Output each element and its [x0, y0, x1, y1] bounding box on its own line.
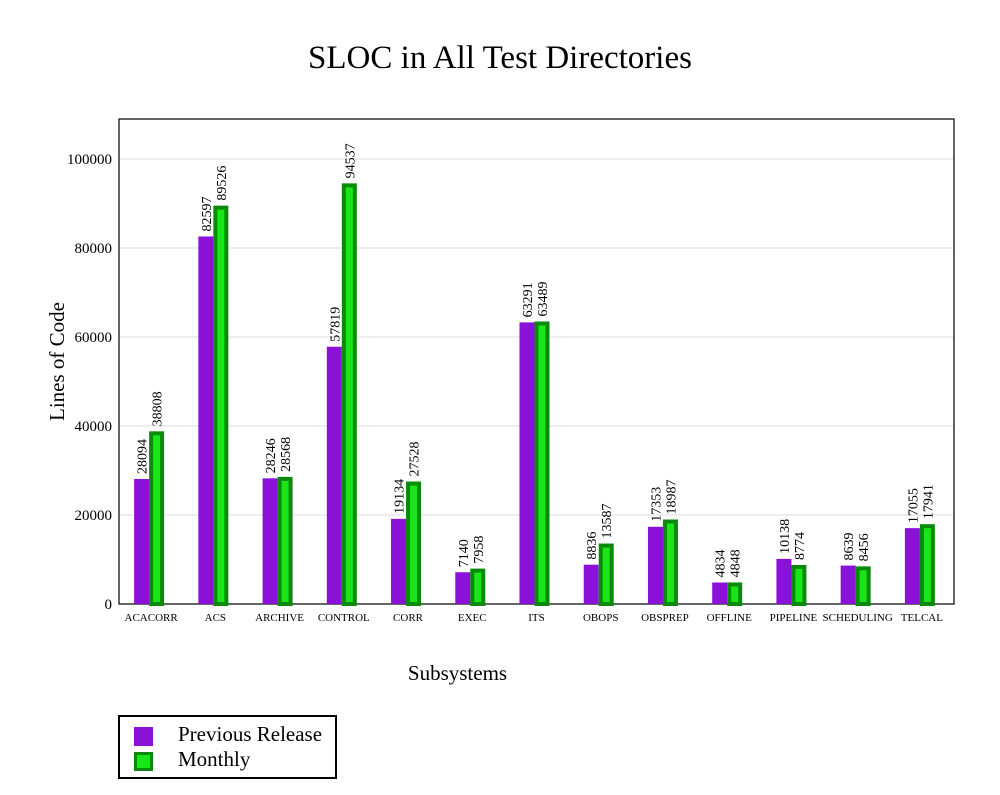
- data-label-monthly-pipeline: 8774: [793, 532, 808, 560]
- x-tick-label-its: ITS: [528, 612, 545, 624]
- y-tick-label-60000: 60000: [75, 330, 113, 346]
- x-tick-label-scheduling: SCHEDULING: [823, 612, 893, 624]
- data-label-monthly-acacorr: 38808: [151, 391, 166, 426]
- data-label-monthly-acs: 89526: [215, 166, 230, 201]
- x-tick-label-archive: ARCHIVE: [255, 612, 304, 624]
- x-tick-label-obops: OBOPS: [583, 612, 618, 624]
- data-label-previous-release-obsprep: 17353: [649, 487, 664, 522]
- y-tick-label-100000: 100000: [67, 152, 112, 168]
- data-label-previous-release-archive: 28246: [264, 438, 279, 473]
- bar-previous-release-pipeline: [776, 558, 792, 604]
- x-tick-label-telcal: TELCAL: [901, 612, 943, 624]
- data-label-monthly-scheduling: 8456: [857, 533, 872, 561]
- bar-previous-release-exec: [455, 572, 471, 604]
- bar-previous-release-obsprep: [647, 526, 663, 604]
- data-label-previous-release-its: 63291: [521, 282, 536, 317]
- bar-previous-release-its: [519, 322, 535, 604]
- chart-title: SLOC in All Test Directories: [308, 40, 692, 76]
- legend-swatch-previous-release: [134, 727, 153, 746]
- x-tick-label-pipeline: PIPELINE: [770, 612, 818, 624]
- legend: Previous Release Monthly: [118, 715, 337, 779]
- bar-previous-release-control: [326, 346, 342, 604]
- x-tick-label-acacorr: ACACORR: [125, 612, 179, 624]
- x-tick-label-exec: EXEC: [458, 612, 487, 624]
- bar-monthly-telcal: [919, 524, 935, 606]
- x-tick-label-acs: ACS: [205, 612, 226, 624]
- legend-label-monthly: Monthly: [178, 747, 251, 771]
- bar-monthly-archive: [277, 476, 293, 606]
- data-label-monthly-exec: 7958: [472, 536, 487, 564]
- data-label-previous-release-corr: 19134: [393, 479, 408, 514]
- x-tick-label-offline: OFFLINE: [707, 612, 753, 624]
- x-tick-label-control: CONTROL: [318, 612, 370, 624]
- x-axis-label: Subsystems: [407, 661, 508, 685]
- data-label-previous-release-obops: 8836: [585, 532, 600, 560]
- data-label-previous-release-control: 57819: [328, 307, 343, 342]
- data-label-monthly-telcal: 17941: [921, 484, 936, 519]
- data-label-monthly-control: 94537: [343, 143, 358, 178]
- y-tick-label-40000: 40000: [75, 419, 113, 435]
- data-label-previous-release-acs: 82597: [200, 196, 215, 231]
- data-label-previous-release-exec: 7140: [457, 539, 472, 567]
- y-tick-label-0: 0: [105, 597, 113, 613]
- bar-previous-release-archive: [262, 478, 278, 604]
- bar-previous-release-corr: [391, 518, 407, 604]
- y-tick-label-20000: 20000: [75, 508, 113, 524]
- bar-previous-release-obops: [583, 564, 599, 604]
- data-label-monthly-obsprep: 18987: [664, 480, 679, 515]
- legend-swatch-monthly: [134, 752, 153, 771]
- data-label-previous-release-scheduling: 8639: [842, 533, 857, 561]
- y-axis-label: Lines of Code: [45, 302, 69, 421]
- data-label-previous-release-telcal: 17055: [906, 488, 921, 523]
- legend-label-previous-release: Previous Release: [178, 722, 323, 746]
- bar-monthly-acs: [213, 205, 229, 606]
- bar-previous-release-acs: [198, 236, 214, 604]
- bar-monthly-obsprep: [662, 519, 678, 606]
- data-label-previous-release-acacorr: 28094: [136, 439, 151, 474]
- bar-monthly-acacorr: [149, 431, 165, 606]
- bar-monthly-corr: [406, 481, 422, 606]
- data-label-monthly-obops: 13587: [600, 504, 615, 539]
- bar-monthly-obops: [598, 543, 614, 606]
- x-tick-label-corr: CORR: [393, 612, 424, 624]
- bar-monthly-pipeline: [791, 564, 807, 606]
- bar-previous-release-offline: [712, 582, 728, 604]
- bar-monthly-offline: [727, 582, 743, 607]
- y-tick-label-80000: 80000: [75, 241, 113, 257]
- data-label-previous-release-pipeline: 10138: [778, 519, 793, 554]
- bar-monthly-its: [534, 321, 550, 606]
- data-label-monthly-corr: 27528: [408, 442, 423, 477]
- bar-previous-release-scheduling: [840, 565, 856, 604]
- bar-previous-release-acacorr: [134, 478, 150, 604]
- data-label-monthly-offline: 4848: [729, 549, 744, 577]
- bar-monthly-control: [341, 183, 357, 606]
- data-label-monthly-archive: 28568: [279, 437, 294, 472]
- bar-monthly-scheduling: [855, 566, 871, 607]
- data-label-monthly-its: 63489: [536, 282, 551, 317]
- x-tick-label-obsprep: OBSPREP: [641, 612, 689, 624]
- data-label-previous-release-offline: 4834: [714, 549, 729, 577]
- bar-previous-release-telcal: [904, 528, 920, 604]
- bar-monthly-exec: [470, 568, 486, 607]
